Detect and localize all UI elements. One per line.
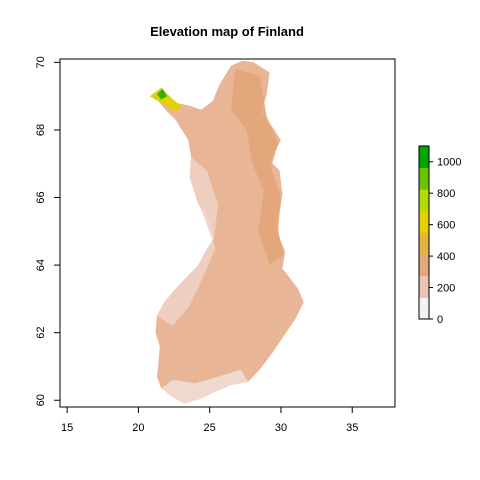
legend-color-swatch: [419, 167, 429, 190]
y-tick-label: 64: [35, 259, 47, 271]
legend-frame: [418, 145, 430, 320]
y-tick-label: 66: [35, 191, 47, 203]
legend-tick-label: 1000: [437, 157, 461, 169]
legend-tick-label: 0: [437, 314, 443, 326]
y-tick-label: 68: [35, 124, 47, 136]
legend-tick-label: 400: [437, 251, 455, 263]
x-tick-label: 15: [61, 422, 73, 434]
y-tick-label: 70: [35, 56, 47, 68]
highest-peak-area: [156, 88, 167, 100]
finland-elevation-base: [152, 60, 304, 404]
legend-tick-label: 800: [437, 188, 455, 200]
y-tick-label: 60: [35, 394, 47, 406]
x-axis: 15 20 25 30 35: [61, 407, 358, 434]
y-tick-label: 62: [35, 327, 47, 339]
legend-color-swatch: [419, 146, 429, 169]
x-tick-label: 35: [346, 422, 358, 434]
x-tick-label: 25: [204, 422, 216, 434]
legend-tick-label: 200: [437, 283, 455, 295]
legend-color-swatch: [419, 232, 429, 255]
legend-color-swatch: [419, 210, 429, 233]
map-layer: [149, 60, 304, 404]
y-axis: 60 62 64 66 68 70: [35, 56, 60, 406]
legend-tick-label: 600: [437, 220, 455, 232]
elevation-color-legend: 0 200 400 600 800 1000: [418, 145, 461, 326]
x-tick-label: 30: [275, 422, 287, 434]
chart-title: Elevation map of Finland: [150, 24, 304, 39]
south-coast-area: [161, 369, 249, 404]
legend-color-swatch: [419, 275, 429, 298]
plot-frame: [59, 58, 396, 408]
legend-color-swatch: [419, 189, 429, 212]
eastern-upland-area: [231, 69, 284, 266]
x-tick-label: 20: [132, 422, 144, 434]
legend-color-swatch: [419, 254, 429, 277]
legend-color-swatch: [419, 297, 429, 320]
lowland-coast-area: [156, 157, 219, 326]
northwest-highlands-area: [149, 87, 182, 112]
